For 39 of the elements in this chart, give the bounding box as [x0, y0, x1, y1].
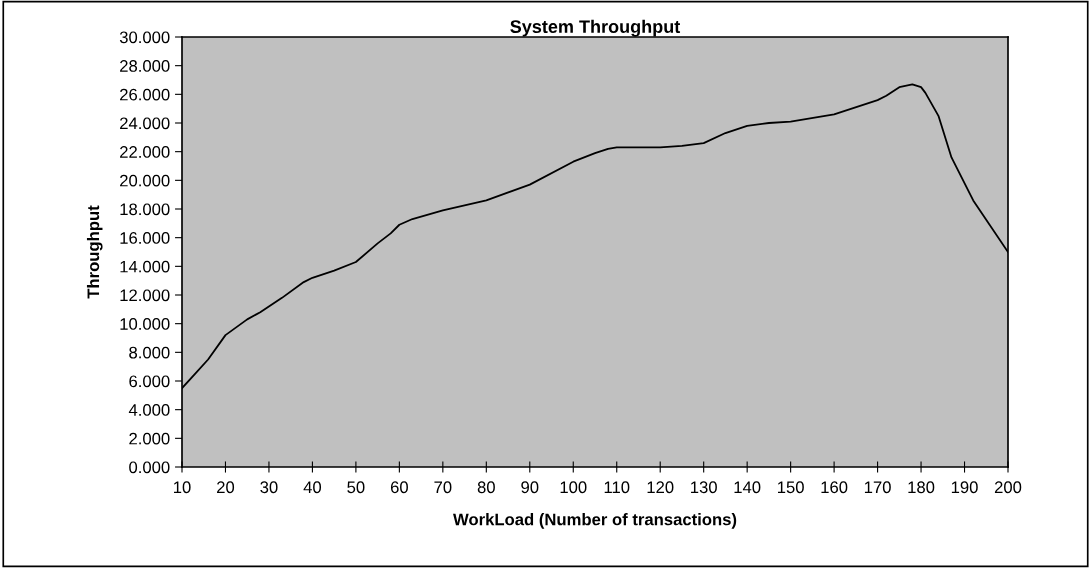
x-tick-label: 10: [174, 481, 191, 494]
x-tick-label: 30: [260, 481, 278, 494]
y-axis-title: Throughput: [86, 205, 103, 299]
x-tick-label: 200: [994, 481, 1022, 494]
x-tick-label: 120: [647, 481, 674, 494]
y-tick-label: 4.000: [128, 404, 170, 416]
y-tick-label: 18.000: [120, 203, 170, 216]
x-tick-label: 60: [390, 481, 408, 494]
x-tick-label: 40: [303, 481, 322, 494]
x-tick-label: 190: [951, 481, 978, 494]
y-tick-label: 14.000: [120, 260, 170, 273]
y-tick-label: 20.000: [120, 174, 170, 187]
x-tick-label: 20: [217, 481, 235, 494]
y-tick-label: 22.000: [120, 146, 170, 158]
x-tick-label: 100: [560, 481, 587, 494]
y-tick-label: 10.000: [120, 318, 170, 330]
y-tick-label: 8.000: [129, 346, 170, 359]
y-tick-label: 16.000: [120, 232, 170, 244]
x-tick-label: 150: [778, 481, 804, 494]
x-axis-title: WorkLoad (Number of transactions): [453, 513, 737, 529]
x-tick-label: 140: [734, 481, 761, 494]
y-tick-label: 28.000: [120, 60, 170, 72]
x-tick-label: 170: [864, 481, 891, 494]
x-tick-label: 130: [691, 481, 717, 494]
y-tick-label: 30.000: [119, 31, 170, 44]
x-tick-label: 50: [347, 481, 365, 494]
x-tick-label: 70: [434, 481, 452, 494]
y-tick-label: 24.000: [120, 117, 170, 130]
y-tick-label: 12.000: [120, 289, 170, 302]
y-tick-label: 2.000: [129, 432, 170, 445]
y-tick-label: 26.000: [120, 88, 170, 101]
x-tick-label: 180: [908, 481, 935, 494]
x-tick-label: 110: [604, 481, 630, 494]
chart-title: System Throughput: [510, 19, 681, 37]
x-tick-label: 90: [521, 481, 539, 494]
x-tick-label: 160: [821, 481, 848, 494]
x-tick-label: 80: [477, 481, 495, 494]
y-tick-label: 0.000: [129, 461, 170, 474]
y-tick-label: 6.000: [129, 375, 170, 388]
